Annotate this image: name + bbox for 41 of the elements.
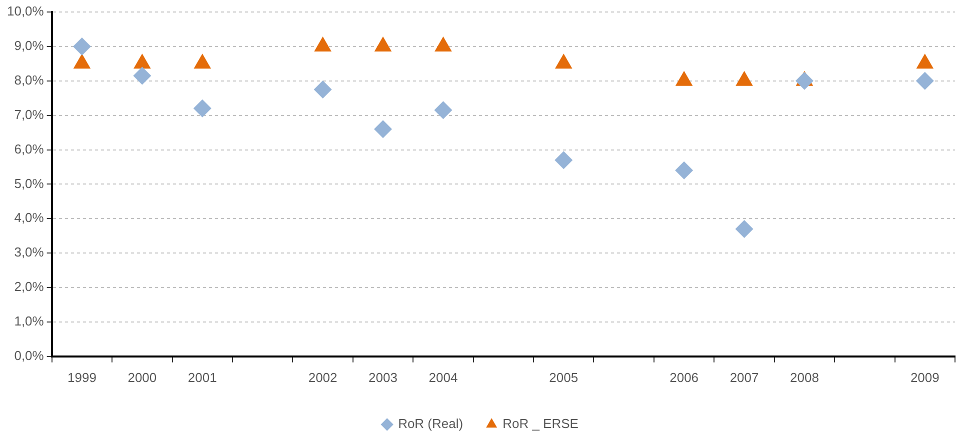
y-tick-label: 2,0% [14, 279, 44, 294]
point [554, 151, 573, 170]
point [675, 161, 694, 180]
x-tick-label: 2001 [188, 370, 217, 385]
x-tick-label: 2004 [428, 370, 458, 385]
point [736, 70, 753, 86]
y-tick-label: 6,0% [14, 141, 44, 156]
x-tick-label: 2005 [549, 370, 578, 385]
x-tick-label: 2003 [368, 370, 398, 385]
x-tick-label: 2000 [128, 370, 157, 385]
y-tick-label: 10,0% [6, 4, 44, 19]
y-tick-label: 0,0% [14, 348, 44, 363]
x-tick-label: 2008 [790, 370, 819, 385]
point [193, 99, 212, 118]
y-tick-label: 7,0% [14, 106, 44, 122]
x-tick-label: 2002 [308, 370, 338, 385]
y-tick-label: 4,0% [14, 210, 44, 226]
point [194, 54, 212, 69]
x-tick-label: 2006 [670, 370, 699, 385]
legend-label: RoR (Real) [398, 416, 464, 432]
legend-label: RoR _ ERSE [502, 416, 579, 432]
y-tick-label: 5,0% [14, 176, 44, 191]
point [554, 54, 572, 69]
point [916, 54, 934, 69]
point [434, 101, 452, 120]
point [434, 36, 452, 52]
point [314, 36, 332, 52]
point [314, 80, 332, 98]
point [73, 54, 91, 69]
y-tick-label: 1,0% [14, 314, 44, 329]
x-tick-label: 2009 [910, 370, 940, 385]
point [675, 70, 693, 86]
point [735, 220, 754, 238]
x-tick-label: 2007 [730, 370, 759, 385]
point [374, 120, 392, 138]
y-tick-label: 3,0% [14, 244, 44, 260]
y-tick-label: 8,0% [14, 72, 44, 88]
x-tick-label: 1999 [68, 370, 96, 385]
point [134, 54, 151, 69]
point [374, 36, 392, 52]
y-tick-label: 9,0% [14, 38, 44, 54]
